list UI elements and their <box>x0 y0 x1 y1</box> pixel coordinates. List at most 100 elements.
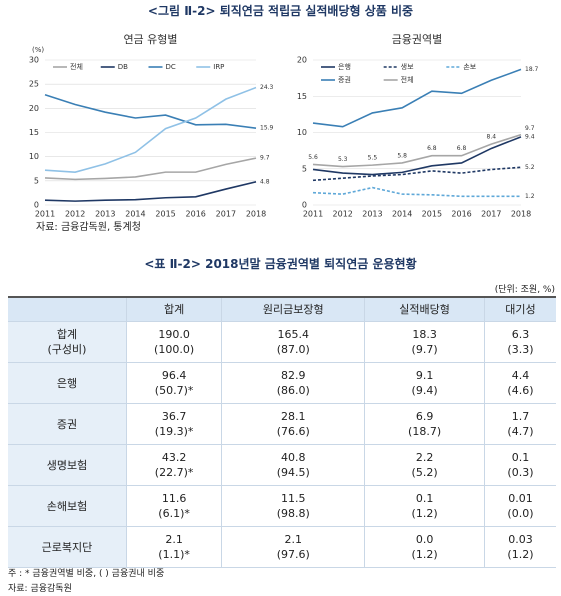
cell-line: 2.2 <box>415 451 434 464</box>
cell-line: 0.03 <box>508 533 533 546</box>
cell-line: (1.2) <box>411 507 438 520</box>
cell-line: 증권 <box>56 417 78 431</box>
legend-label: DB <box>118 63 128 71</box>
header-cell: 합계 <box>126 297 223 322</box>
y-tick-label: 20 <box>29 104 39 113</box>
cell-line: 6.9 <box>415 410 434 423</box>
table-cell: 0.03 (1.2) <box>484 526 556 568</box>
cell-line: 0.0 <box>415 533 434 546</box>
cell-line: 2.1 <box>284 533 302 546</box>
table-cell: 96.4 (50.7)* <box>126 362 223 404</box>
table-cell: 11.5 (98.8) <box>221 485 366 527</box>
table-cell: 190.0 (100.0) <box>126 321 223 363</box>
line-series <box>312 133 522 168</box>
cell-line: (76.6) <box>276 425 310 438</box>
cell-line: 6.3 <box>511 328 530 341</box>
table-cell: 0.01 (0.0) <box>484 485 556 527</box>
cell-line: 생명보험 <box>46 458 88 472</box>
header-row: 합계 원리금보장형 실적배당형 대기성 <box>8 297 556 322</box>
cell-line: 28.1 <box>280 410 306 423</box>
y-tick-label: 0 <box>302 201 307 210</box>
data-label: 5.3 <box>338 156 348 163</box>
cell-line: (22.7)* <box>154 466 194 479</box>
table-cell: 165.4 (87.0) <box>221 321 366 363</box>
table-cell: 43.2 (22.7)* <box>126 444 223 486</box>
table-cell: 82.9 (86.0) <box>221 362 366 404</box>
cell-line: 40.8 <box>280 451 306 464</box>
x-tick-label: 2015 <box>155 210 175 219</box>
data-label: 5.5 <box>368 155 378 162</box>
y-tick-label: 10 <box>297 128 307 137</box>
cell-line: (19.3)* <box>154 425 194 438</box>
cell-line: 근로복지단 <box>41 540 93 554</box>
cell-line: 165.4 <box>277 328 309 341</box>
row-label: 합계 (구성비) <box>8 321 127 363</box>
data-label: 6.8 <box>427 145 437 152</box>
cell-line: (구성비) <box>47 343 87 356</box>
data-label: 24.3 <box>260 84 274 91</box>
cell-line: (0.0) <box>507 507 534 520</box>
y-tick-label: 15 <box>29 128 39 137</box>
table-row: 생명보험 43.2 (22.7)* 40.8 (94.5) 2.2 (5.2) 0.1 (0.3… <box>8 444 556 486</box>
x-tick-label: 2014 <box>125 210 145 219</box>
cell-line: (86.0) <box>276 384 310 397</box>
row-label: 근로복지단 <box>8 526 127 568</box>
x-tick-label: 2014 <box>392 210 412 219</box>
cell-line: 18.3 <box>412 328 437 341</box>
legend-label: 전체 <box>401 75 414 84</box>
cell-line: 82.9 <box>280 369 306 382</box>
table-cell: 9.1 (9.4) <box>364 362 485 404</box>
cell-line: 43.2 <box>161 451 187 464</box>
legend-label: DC <box>166 63 176 71</box>
cell-line: 4.4 <box>511 369 530 382</box>
cell-line: (98.8) <box>276 507 310 520</box>
note: 자료: 금융감독원 <box>8 584 72 594</box>
x-tick-label: 2017 <box>216 210 236 219</box>
table: 합계 원리금보장형 실적배당형 대기성 합계 (구성비) 190.0 (100.0) 165.4… <box>8 296 556 568</box>
cell-line: 0.01 <box>508 492 533 505</box>
table-cell: 6.3 (3.3) <box>484 321 556 363</box>
x-tick-label: 2012 <box>65 210 85 219</box>
x-tick-label: 2015 <box>422 210 442 219</box>
cell-line: 0.1 <box>415 492 434 505</box>
y-tick-label: 0 <box>34 201 39 210</box>
figure-title: <그림 Ⅱ-2> 퇴직연금 적립금 실적배당형 상품 비중 <box>147 4 414 18</box>
table-cell: 0.1 (1.2) <box>364 485 485 527</box>
table-cell: 2.1 (97.6) <box>221 526 366 568</box>
y-tick-label: 5 <box>34 176 39 185</box>
table-cell: 0.0 (1.2) <box>364 526 485 568</box>
row-label: 생명보험 <box>8 444 127 486</box>
table-row: 증권 36.7 (19.3)* 28.1 (76.6) 6.9 (18.7) 1.7 (4.7) <box>8 403 556 445</box>
row-label: 은행 <box>8 362 127 404</box>
header-cell: 원리금보장형 <box>221 297 366 322</box>
cell-line: (94.5) <box>276 466 310 479</box>
x-tick-label: 2016 <box>186 210 206 219</box>
cell-line: (1.2) <box>507 548 534 561</box>
cell-line: (4.7) <box>507 425 534 438</box>
table-cell: 28.1 (76.6) <box>221 403 366 445</box>
legend-label: 손보 <box>463 63 476 71</box>
table-cell: 0.1 (0.3) <box>484 444 556 486</box>
cell-line: 은행 <box>56 376 78 390</box>
header-cell: 대기성 <box>484 297 556 322</box>
line-series <box>312 186 521 198</box>
data-label: 5.6 <box>308 154 318 161</box>
x-tick-label: 2016 <box>451 210 471 219</box>
legend-label: 전체 <box>70 62 83 71</box>
cell-line: (1.1)* <box>158 548 190 561</box>
data-label: 8.4 <box>487 134 497 141</box>
data-label: 5.8 <box>397 152 407 159</box>
note: 주 : * 금융권역별 비중, ( ) 금융권내 비중 <box>8 569 165 579</box>
table-cell: 4.4 (4.6) <box>484 362 556 404</box>
legend-label: 증권 <box>338 76 351 84</box>
cell-line: 0.1 <box>511 451 530 464</box>
y-tick-label: 20 <box>297 56 307 65</box>
cell-line: 9.1 <box>415 369 434 382</box>
row-label: 손해보험 <box>8 485 127 527</box>
cell-line: (5.2) <box>411 466 438 479</box>
y-tick-label: 30 <box>29 56 39 65</box>
cell-line: 1.7 <box>511 410 530 423</box>
table-row: 근로복지단 2.1 (1.1)* 2.1 (97.6) 0.0 (1.2) 0.03 (1.2) <box>8 526 556 568</box>
cell-line: (4.6) <box>507 384 534 397</box>
